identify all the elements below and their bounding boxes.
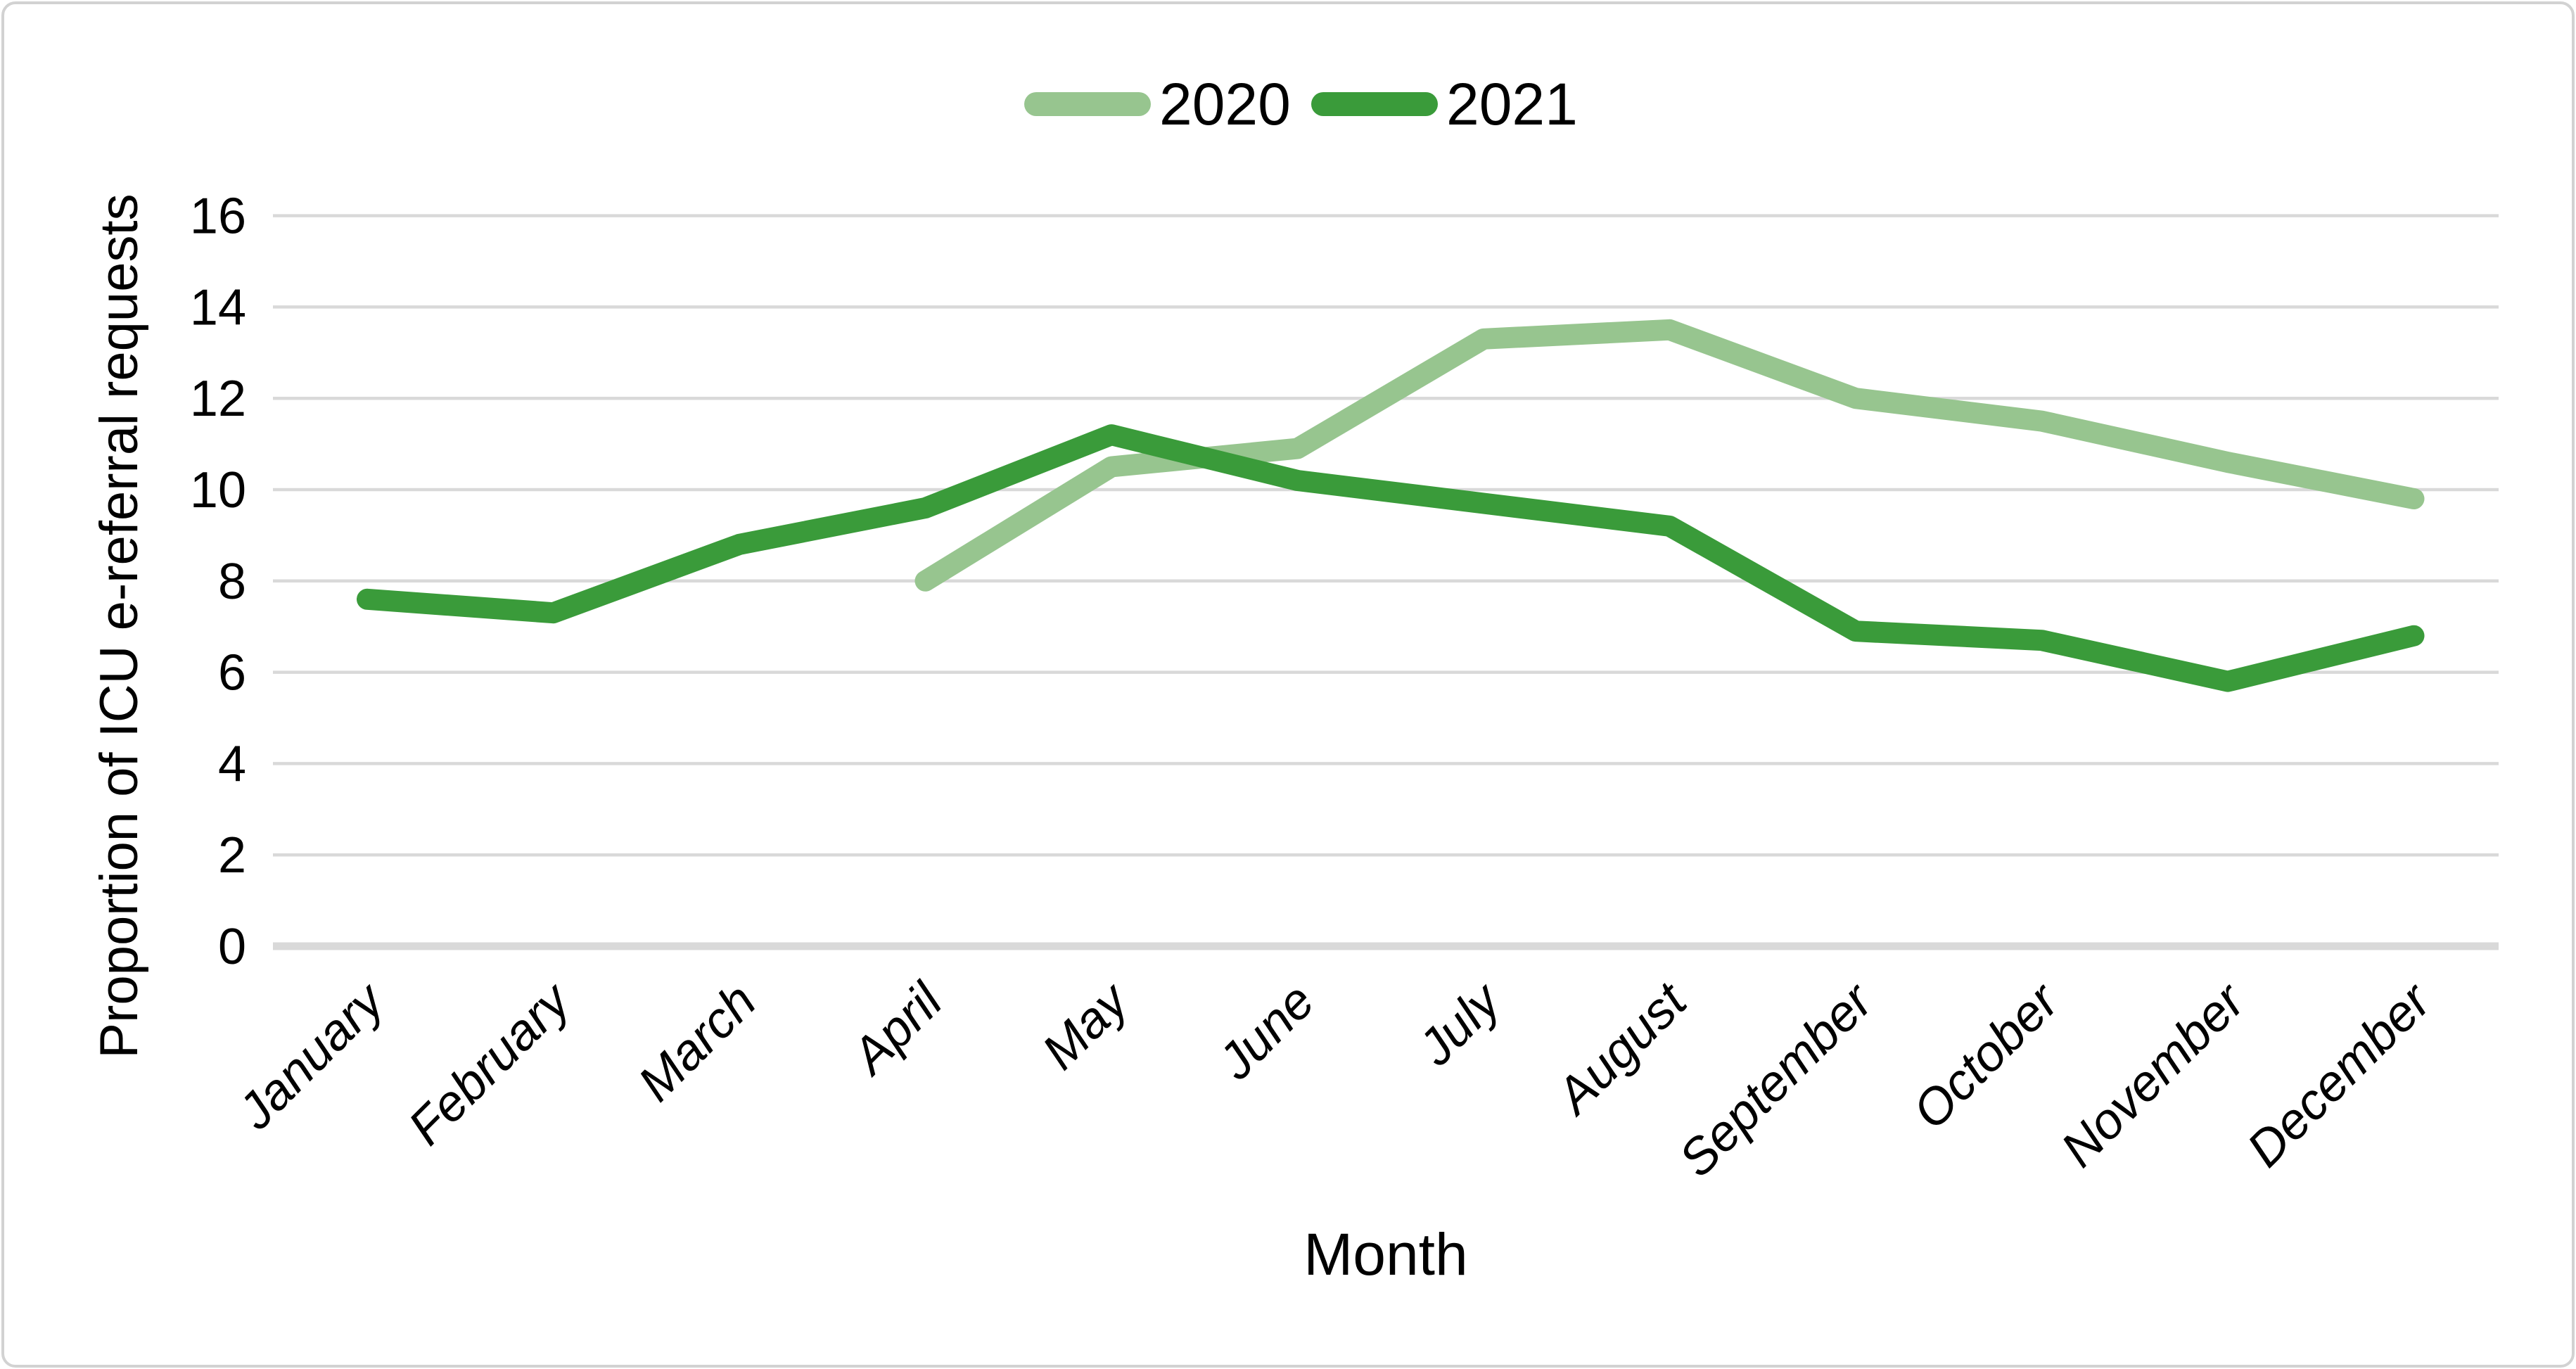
month-label: December bbox=[2236, 972, 2443, 1178]
y-tick-label: 10 bbox=[190, 462, 246, 518]
series-lines bbox=[357, 319, 2425, 692]
gridlines bbox=[273, 214, 2499, 950]
month-label: August bbox=[1544, 972, 1699, 1126]
y-tick-label: 2 bbox=[218, 827, 246, 884]
y-tick-label: 8 bbox=[218, 554, 246, 610]
month-label: February bbox=[398, 971, 583, 1156]
legend-label: 2021 bbox=[1446, 71, 1578, 137]
y-tick-label: 14 bbox=[190, 279, 246, 336]
y-axis-title: Proportion of ICU e-referral requests bbox=[89, 193, 149, 1058]
x-axis-category-labels: January February March April May June July Augu… bbox=[227, 971, 2443, 1187]
month-label: November bbox=[2051, 972, 2257, 1178]
legend-label: 2020 bbox=[1159, 71, 1291, 137]
series-line-2020 bbox=[914, 319, 2425, 592]
month-label: September bbox=[1669, 972, 1885, 1188]
month-label: January bbox=[227, 971, 397, 1140]
legend: 2020 2021 bbox=[1024, 71, 1578, 137]
y-tick-label: 12 bbox=[190, 371, 246, 427]
x-axis-title: Month bbox=[1303, 1221, 1467, 1287]
y-tick-label: 0 bbox=[218, 919, 246, 975]
legend-item-2020: 2020 bbox=[1024, 71, 1291, 137]
y-axis-tick-labels: 0 2 4 6 8 10 12 14 16 bbox=[190, 189, 246, 975]
legend-item-2021: 2021 bbox=[1311, 71, 1578, 137]
y-tick-label: 4 bbox=[218, 736, 246, 792]
y-tick-label: 16 bbox=[190, 189, 246, 245]
month-label: October bbox=[1902, 972, 2071, 1140]
month-label: June bbox=[1207, 973, 1325, 1091]
month-label: July bbox=[1407, 971, 1513, 1077]
month-label: March bbox=[627, 973, 767, 1112]
month-label: May bbox=[1032, 971, 1142, 1081]
y-tick-label: 6 bbox=[218, 645, 246, 701]
series-line-2021 bbox=[357, 424, 2425, 692]
month-label: April bbox=[840, 972, 955, 1086]
